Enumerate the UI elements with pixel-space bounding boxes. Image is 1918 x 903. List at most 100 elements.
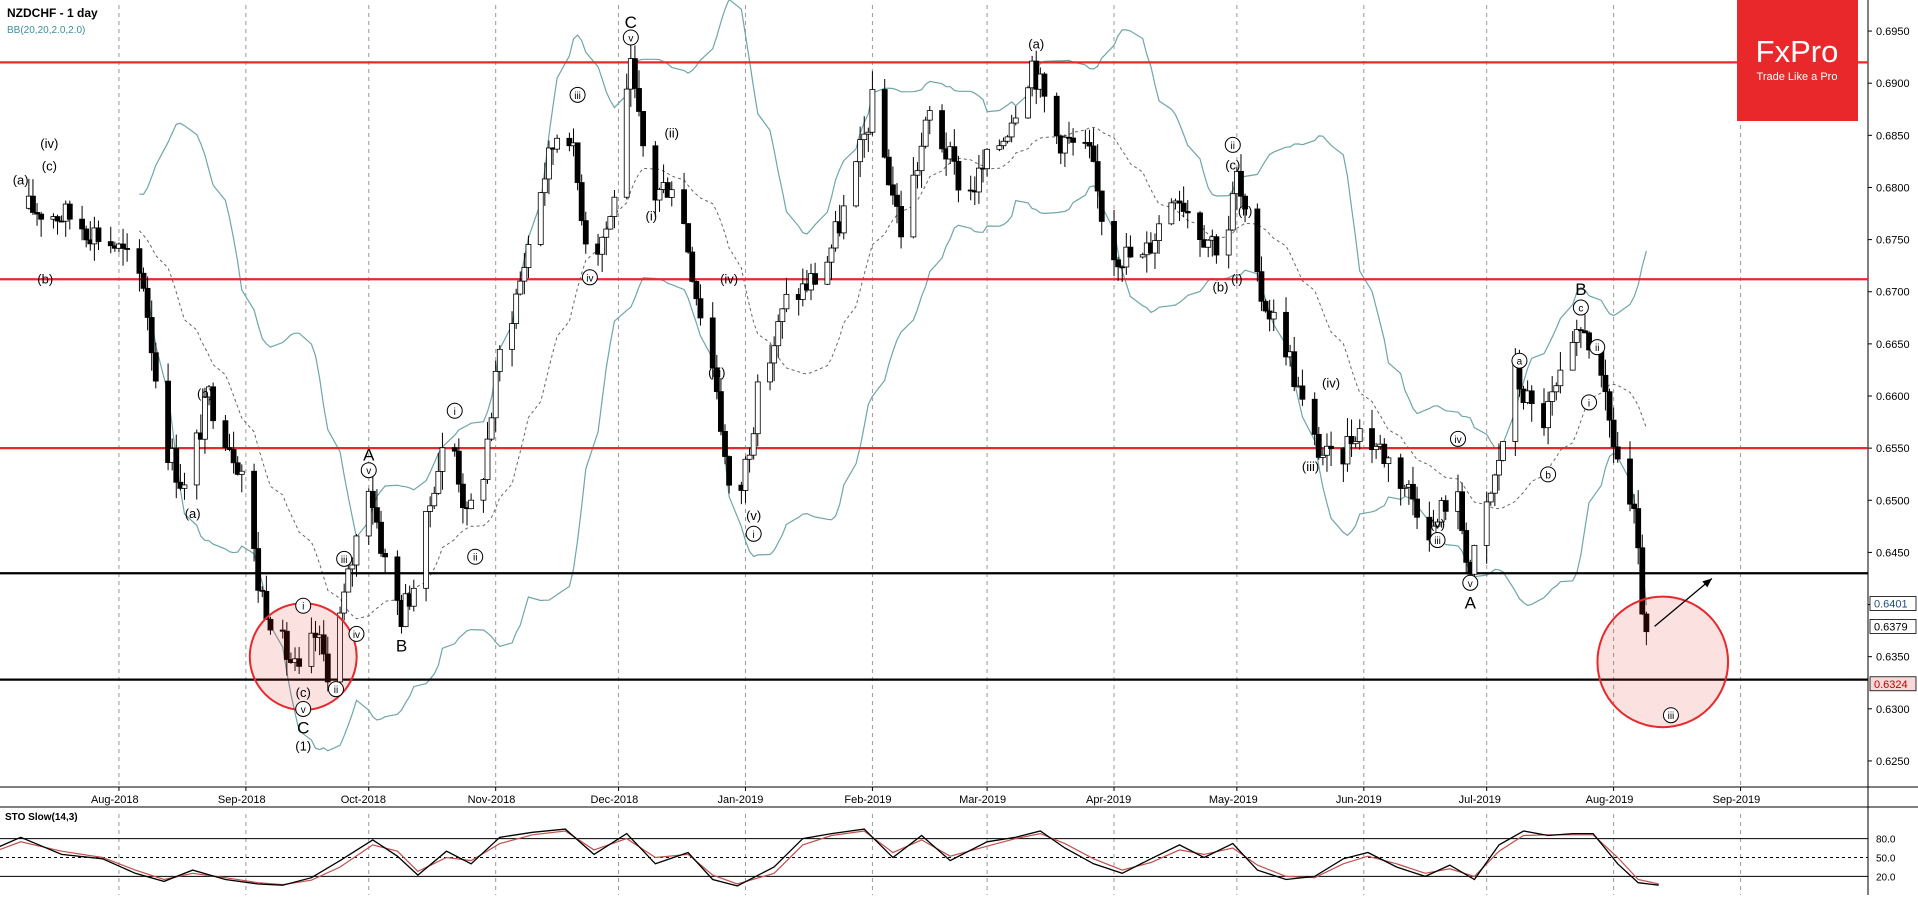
candle-bear: [460, 483, 466, 509]
candle-bull: [431, 492, 438, 507]
candle-bull: [1139, 254, 1146, 258]
price-tag-box: [1869, 676, 1917, 692]
candle-bull: [603, 228, 610, 238]
candle-bull: [1557, 369, 1564, 387]
candle-bear: [1053, 95, 1060, 137]
candle-bull: [427, 505, 434, 512]
candle-bear: [1635, 508, 1642, 549]
candle-bull: [181, 484, 188, 489]
candle-bear: [955, 160, 962, 191]
candle-bull: [468, 499, 475, 510]
candle-bear: [574, 142, 581, 183]
wave-label: (i): [646, 209, 658, 224]
price-tick-label: 0.6800: [1876, 182, 1910, 194]
candle-bear: [1631, 503, 1637, 509]
price-tick-label: 0.6700: [1876, 287, 1910, 299]
candle-bear: [140, 272, 147, 289]
wave-label: (c): [296, 685, 311, 700]
candle-bull: [492, 370, 499, 419]
candle-bear: [30, 195, 36, 213]
wave-circle: [295, 597, 312, 614]
wave-circle: [336, 550, 353, 567]
stochastic-panel: 80.0 50.0 20.0: [0, 828, 1896, 887]
price-tick-label: 0.6850: [1876, 130, 1910, 142]
time-tick-label: Apr-2019: [1086, 794, 1131, 806]
candle-bear: [1397, 457, 1404, 489]
stoch-label: STO Slow(14,3): [5, 812, 78, 823]
wave-label: (i): [1231, 271, 1243, 286]
highlight-circle: [1596, 595, 1730, 729]
annotations: [248, 577, 1730, 729]
candle-bear: [394, 556, 401, 601]
candle-bear: [165, 380, 171, 463]
candle-bull: [1545, 401, 1551, 429]
time-tick-label: Oct-2018: [341, 794, 386, 806]
wave-label: iv: [353, 630, 360, 641]
candle-bull: [1471, 545, 1478, 575]
wave-circle: [295, 700, 312, 717]
candle-bear: [320, 634, 327, 655]
wave-label: (iii): [1302, 459, 1319, 474]
stoch-level-label: 80.0: [1876, 835, 1896, 846]
candle-bear: [1442, 500, 1449, 512]
candle-bull: [308, 632, 315, 667]
candle-bear: [1115, 259, 1122, 268]
candle-bear: [726, 456, 732, 486]
wave-label: iii: [1668, 711, 1675, 722]
wave-label: v: [628, 33, 633, 44]
wave-label: ii: [1231, 141, 1235, 152]
candle-bear: [1602, 374, 1609, 393]
wave-circle: [348, 625, 365, 642]
candle-bear: [652, 145, 659, 201]
candle-bull: [1500, 441, 1506, 461]
candle-bull: [509, 323, 515, 350]
candle-bull: [832, 221, 839, 249]
candle-bull: [349, 564, 356, 570]
candle-bear: [636, 88, 642, 112]
projection-arrowhead: [1702, 578, 1712, 588]
candle-bull: [779, 308, 786, 322]
wave-circle: [467, 548, 484, 565]
candle-bull: [865, 131, 872, 135]
candle-bear: [1283, 311, 1289, 358]
candle-bear: [1176, 200, 1183, 204]
wave-circle: [1572, 299, 1589, 316]
candle-bull: [853, 161, 859, 207]
candle-bear: [812, 273, 818, 285]
candle-bull: [611, 196, 618, 217]
wave-label: (c): [42, 159, 57, 174]
price-tag-label: 0.6379: [1874, 621, 1908, 633]
candle-bull: [1205, 239, 1212, 248]
logo-background: [1737, 0, 1858, 121]
wave-label: iii: [1434, 536, 1441, 547]
candle-bull: [423, 510, 429, 589]
candle-bear: [582, 220, 589, 245]
candle-bull: [410, 587, 417, 607]
candle-bear: [632, 58, 638, 89]
candle-bear: [885, 156, 892, 186]
candle-bull: [799, 283, 806, 300]
candle-bear: [124, 248, 131, 250]
candle-bear: [1094, 161, 1101, 192]
time-tick-label: Sep-2018: [218, 794, 266, 806]
candle-bull: [337, 612, 343, 683]
wave-label: v: [366, 466, 371, 477]
fxpro-logo[interactable]: FxPro Trade Like a Pro: [1737, 0, 1858, 121]
wave-circle: [745, 525, 762, 542]
wave-label: iii: [574, 91, 581, 102]
candle-bear: [79, 218, 85, 230]
wave-label: (v): [1430, 516, 1445, 531]
wave-circle: [327, 681, 344, 698]
candle-bear: [144, 287, 151, 318]
candle-bear: [578, 182, 585, 222]
candle-bull: [828, 247, 835, 263]
candle-bull: [861, 133, 868, 141]
candle-bull: [1496, 459, 1502, 476]
candle-bear: [1410, 483, 1416, 500]
wave-label: B: [396, 636, 407, 655]
candle-bull: [1385, 457, 1392, 464]
candle-bull: [754, 381, 761, 435]
candle-bull: [668, 189, 675, 198]
candle-bull: [1491, 474, 1498, 494]
candle-bear: [1643, 613, 1650, 633]
